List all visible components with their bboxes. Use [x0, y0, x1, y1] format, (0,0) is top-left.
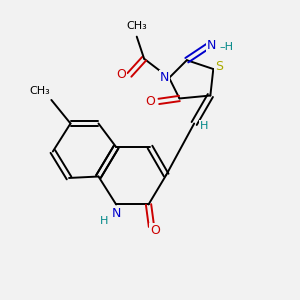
- Text: CH₃: CH₃: [29, 86, 50, 96]
- Text: H: H: [200, 121, 209, 131]
- Text: S: S: [215, 60, 223, 73]
- Text: N: N: [207, 39, 217, 52]
- Text: N: N: [160, 71, 169, 84]
- Text: CH₃: CH₃: [126, 21, 147, 31]
- Text: –H: –H: [220, 42, 234, 52]
- Text: H: H: [100, 216, 108, 226]
- Text: O: O: [146, 95, 155, 108]
- Text: N: N: [112, 207, 121, 220]
- Text: O: O: [116, 68, 126, 81]
- Text: O: O: [150, 224, 160, 237]
